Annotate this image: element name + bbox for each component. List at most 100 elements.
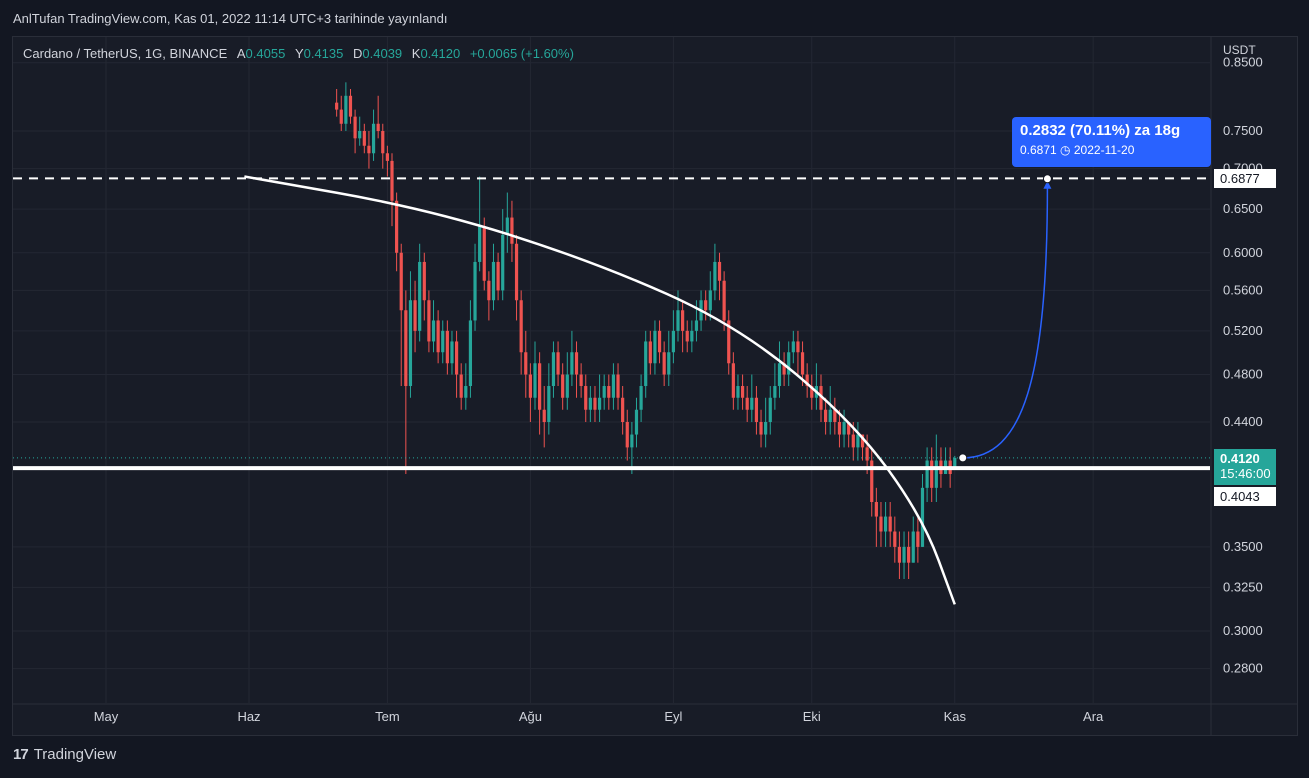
- candle-body: [376, 123, 380, 131]
- candle-body: [750, 397, 754, 410]
- candle-body: [925, 460, 929, 488]
- price-tick-label: 0.2800: [1223, 661, 1263, 676]
- candle-body: [505, 217, 509, 235]
- candle-body: [754, 397, 759, 423]
- last-price-tag: 0.4120 15:46:00: [1214, 449, 1276, 485]
- candle-body: [828, 409, 832, 423]
- candle-body: [865, 447, 869, 461]
- candle-body: [824, 409, 828, 423]
- candle-body: [667, 352, 671, 375]
- candle-body: [690, 330, 694, 342]
- candle-body: [764, 422, 768, 435]
- time-tick-label: Eyl: [664, 709, 682, 724]
- candle-body: [796, 341, 800, 353]
- price-tick-label: 0.4800: [1223, 367, 1263, 382]
- candle-body: [607, 386, 611, 398]
- candle-body: [874, 502, 878, 517]
- candle-body: [870, 460, 874, 503]
- candle-body: [847, 422, 851, 435]
- candle-body: [708, 290, 712, 311]
- price-tick-label: 0.4400: [1223, 414, 1263, 429]
- candle-body: [616, 374, 620, 398]
- candle-body: [657, 330, 662, 353]
- candle-body: [390, 160, 394, 201]
- downtrend-curve: [244, 175, 956, 605]
- candle-body: [916, 531, 920, 547]
- candle-body: [676, 310, 680, 331]
- brand-name[interactable]: TradingView: [33, 746, 117, 763]
- candle-body: [602, 386, 606, 398]
- open-value: 0.4055: [245, 46, 286, 61]
- price-tick-label: 0.3000: [1223, 623, 1263, 638]
- candle-body: [344, 95, 348, 124]
- candle-body: [920, 487, 925, 547]
- candle-body: [510, 217, 514, 244]
- candle-body: [639, 386, 643, 410]
- time-tick-label: Ağu: [519, 709, 542, 724]
- overlays: [13, 174, 1210, 605]
- footer: 17 TradingView: [13, 746, 116, 763]
- price-tick-label: 0.8500: [1223, 55, 1263, 70]
- candle-body: [422, 261, 426, 301]
- candle-body: [713, 261, 717, 291]
- clock-icon: ◷: [1060, 143, 1071, 157]
- candle-body: [662, 352, 666, 375]
- candle-body: [644, 341, 648, 387]
- candle-body: [431, 320, 436, 342]
- candle-body: [478, 226, 482, 262]
- candle-body: [782, 363, 786, 375]
- candle-body: [381, 131, 385, 154]
- candle-body: [399, 252, 403, 311]
- candle-body: [482, 226, 486, 281]
- candle-body: [745, 397, 749, 410]
- candle-body: [427, 300, 431, 342]
- time-axis: May Haz Tem Ağu Eyl Eki Kas Ara: [94, 709, 1104, 724]
- candle-body: [487, 280, 491, 301]
- candle-body: [856, 434, 860, 448]
- candle-body: [773, 386, 777, 398]
- projection-end-point: [1042, 174, 1052, 184]
- published-caption: AnlTufan TradingView.com, Kas 01, 2022 1…: [13, 11, 448, 26]
- price-tick-label: 0.5600: [1223, 282, 1263, 297]
- candle-body: [717, 261, 722, 281]
- time-tick-label: Eki: [803, 709, 821, 724]
- candle-body: [441, 330, 445, 353]
- candle-body: [538, 363, 542, 410]
- close-value: 0.4120: [420, 46, 461, 61]
- symbol-legend: Cardano / TetherUS, 1G, BINANCE A0.4055 …: [23, 46, 574, 61]
- candle-body: [953, 457, 957, 467]
- candle-body: [597, 397, 602, 410]
- time-tick-label: Tem: [375, 709, 400, 724]
- candle-body: [464, 386, 468, 398]
- candle-body: [514, 243, 519, 301]
- candle-body: [588, 397, 592, 410]
- high-value: 0.4135: [303, 46, 344, 61]
- symbol-name[interactable]: Cardano / TetherUS, 1G, BINANCE: [23, 46, 228, 61]
- open-label: A: [236, 46, 246, 61]
- candle-body: [787, 352, 791, 375]
- projection-date: 2022-11-20: [1073, 143, 1135, 157]
- time-tick-label: Kas: [944, 709, 967, 724]
- candle-countdown: 15:46:00: [1220, 466, 1271, 481]
- candle-body: [533, 363, 537, 398]
- candle-body: [339, 109, 343, 124]
- candle-body: [496, 261, 500, 291]
- candle-body: [634, 409, 639, 435]
- candle-body: [408, 300, 413, 387]
- candle-body: [653, 330, 657, 364]
- candle-body: [371, 123, 376, 154]
- candle-body: [759, 422, 763, 435]
- projection-callout[interactable]: 0.2832 (70.11%) za 18g 0.6871 ◷ 2022-11-…: [1012, 117, 1211, 167]
- candle-body: [777, 363, 782, 387]
- candle-body: [362, 131, 366, 146]
- candle-body: [542, 409, 546, 423]
- candle-body: [907, 546, 911, 563]
- candle-body: [335, 102, 339, 110]
- candle-body: [367, 145, 371, 154]
- price-tick-label: 0.6500: [1223, 201, 1263, 216]
- candle-body: [860, 434, 865, 448]
- candle-body: [625, 422, 629, 448]
- candle-body: [851, 434, 855, 448]
- candle-body: [902, 546, 906, 563]
